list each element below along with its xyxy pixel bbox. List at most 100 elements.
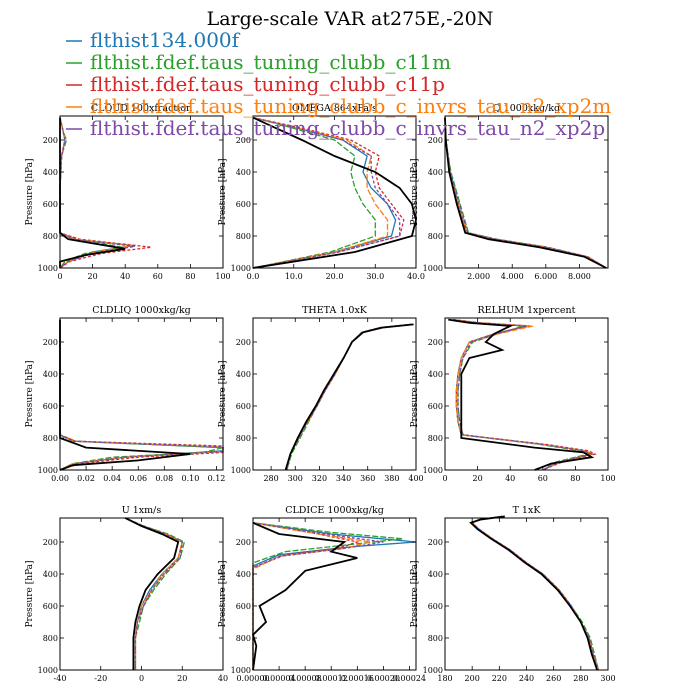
series-line-reference bbox=[252, 116, 417, 269]
y-tick-label: 400 bbox=[43, 570, 58, 579]
series-line-reference bbox=[444, 117, 607, 269]
y-tick-label: 800 bbox=[236, 232, 251, 241]
x-tick-label: -20 bbox=[94, 674, 107, 683]
x-tick-label: 300 bbox=[288, 474, 303, 483]
x-tick-label: 0.0 bbox=[247, 272, 260, 281]
y-tick-label: 400 bbox=[428, 370, 443, 379]
series-line-reference bbox=[469, 515, 598, 671]
series-line-1 bbox=[252, 522, 417, 670]
x-tick-label: 60 bbox=[153, 272, 163, 281]
y-tick-label: 200 bbox=[236, 338, 251, 347]
panel-title: CLOUD 100xfraction bbox=[91, 103, 192, 114]
legend-item: flthist.fdef.taus_tuning_clubb_c_invrs_t… bbox=[66, 94, 611, 118]
y-tick-label: 600 bbox=[43, 602, 58, 611]
series-line-3 bbox=[252, 116, 405, 269]
x-tick-label: 360 bbox=[360, 474, 375, 483]
series-line-reference bbox=[124, 517, 180, 670]
x-tick-label: 100 bbox=[600, 474, 615, 483]
y-tick-label: 600 bbox=[43, 402, 58, 411]
y-tick-label: 1000 bbox=[423, 264, 443, 273]
x-tick-label: 0.04 bbox=[103, 474, 121, 483]
y-tick-label: 200 bbox=[428, 338, 443, 347]
series-line-5 bbox=[59, 117, 136, 269]
x-tick-label: 0.08 bbox=[155, 474, 173, 483]
legend-item: flthist.fdef.taus_tuning_clubb_c11m bbox=[66, 50, 451, 74]
y-tick-label: 400 bbox=[236, 570, 251, 579]
x-tick-label: 40 bbox=[218, 674, 228, 683]
y-tick-label: 200 bbox=[43, 338, 58, 347]
series-line-5 bbox=[252, 522, 384, 670]
y-tick-label: 1000 bbox=[38, 666, 58, 675]
series-line-reference bbox=[448, 318, 595, 471]
panel-title: OMEGA 864xPa/s bbox=[292, 103, 377, 114]
x-tick-label: 180 bbox=[437, 674, 452, 683]
legend-label: flthist.fdef.taus_tuning_clubb_c_invrs_t… bbox=[90, 94, 611, 118]
x-tick-label: 80 bbox=[185, 272, 195, 281]
series-line-reference bbox=[251, 521, 358, 671]
x-tick-label: 8.000 bbox=[568, 272, 591, 281]
x-tick-label: 200 bbox=[465, 674, 480, 683]
x-tick-label: 100 bbox=[215, 272, 230, 281]
panel-title: CLDLIQ 1000xkg/kg bbox=[92, 305, 190, 316]
panel-5: THETA 1.0xK Pressure [hPa] 200 400 600 800 100… bbox=[218, 305, 424, 483]
panel-title: T 1xK bbox=[513, 505, 542, 516]
series-line-5 bbox=[124, 517, 184, 670]
x-tick-label: 300 bbox=[600, 674, 615, 683]
series-line-5 bbox=[471, 515, 600, 671]
series-line-5 bbox=[252, 116, 401, 269]
x-tick-label: 0.00016 bbox=[341, 674, 374, 683]
x-tick-label: 2.000 bbox=[467, 272, 490, 281]
panel-8: CLDICE 1000xkg/kg Pressure [hPa] 200 400 600… bbox=[218, 505, 426, 683]
y-tick-label: 800 bbox=[428, 434, 443, 443]
series-line-4 bbox=[59, 117, 132, 269]
plot-frame bbox=[59, 115, 224, 269]
x-tick-label: 0 bbox=[139, 674, 144, 683]
y-tick-label: 600 bbox=[43, 200, 58, 209]
panel-title: Q 1000xkg/kg bbox=[493, 103, 560, 114]
x-tick-label: 0 bbox=[442, 474, 447, 483]
series-line-1 bbox=[252, 116, 397, 269]
panel-title: THETA 1.0xK bbox=[302, 305, 368, 316]
y-axis-label: Pressure [hPa] bbox=[410, 560, 420, 627]
legend-label: flthist.fdef.taus_tuning_clubb_c11p bbox=[90, 72, 445, 96]
x-tick-label: 40.0 bbox=[407, 272, 425, 281]
x-tick-label: 60 bbox=[538, 474, 548, 483]
legend-label: flthist134.000f bbox=[90, 28, 241, 52]
y-tick-label: 1000 bbox=[38, 264, 58, 273]
series-line-4 bbox=[453, 318, 596, 471]
y-axis-label: Pressure [hPa] bbox=[218, 360, 228, 427]
x-tick-label: 0.10 bbox=[181, 474, 199, 483]
panel-title: CLDICE 1000xkg/kg bbox=[285, 505, 384, 516]
legend-item: flthist.fdef.taus_tuning_clubb_c11p bbox=[66, 72, 445, 96]
y-tick-label: 400 bbox=[236, 370, 251, 379]
y-tick-label: 800 bbox=[236, 634, 251, 643]
y-tick-label: 1000 bbox=[231, 466, 251, 475]
legend-label: flthist.fdef.taus_tuning_clubb_c_invrs_t… bbox=[90, 116, 605, 140]
series-line-2 bbox=[252, 522, 404, 670]
y-tick-label: 400 bbox=[428, 168, 443, 177]
y-axis-label: Pressure [hPa] bbox=[25, 158, 35, 225]
x-tick-label: 240 bbox=[519, 674, 534, 683]
x-tick-label: 20 bbox=[473, 474, 483, 483]
x-tick-label: 0.12 bbox=[208, 474, 226, 483]
y-tick-label: 600 bbox=[236, 200, 251, 209]
x-tick-label: 4.000 bbox=[501, 272, 524, 281]
y-tick-label: 400 bbox=[43, 370, 58, 379]
y-tick-label: 1000 bbox=[231, 666, 251, 675]
plot-frame bbox=[252, 317, 417, 471]
y-tick-label: 1000 bbox=[423, 666, 443, 675]
y-tick-label: 800 bbox=[428, 232, 443, 241]
x-tick-label: 30.0 bbox=[366, 272, 384, 281]
x-tick-label: 20 bbox=[177, 674, 187, 683]
y-tick-label: 200 bbox=[236, 136, 251, 145]
x-tick-label: 40 bbox=[505, 474, 515, 483]
x-tick-label: 320 bbox=[312, 474, 327, 483]
series-line-3 bbox=[453, 318, 597, 471]
plot-frame bbox=[444, 317, 609, 471]
y-tick-label: 1000 bbox=[38, 466, 58, 475]
series-line-reference bbox=[59, 319, 191, 471]
x-tick-label: 0.00008 bbox=[289, 674, 322, 683]
y-axis-label: Pressure [hPa] bbox=[410, 158, 420, 225]
